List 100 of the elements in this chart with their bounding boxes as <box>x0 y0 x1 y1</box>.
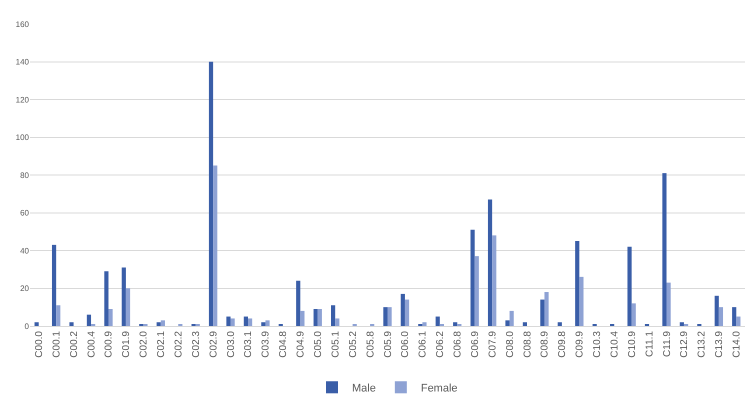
x-tick-label: C04.9 <box>296 330 307 358</box>
x-tick-label: C06.0 <box>400 330 412 358</box>
x-tick-label: C01.9 <box>121 330 132 358</box>
x-tick-label: C05.8 <box>365 330 376 358</box>
bar <box>680 322 684 326</box>
x-tick-label: C09.9 <box>574 330 586 358</box>
bar <box>404 300 410 326</box>
bar <box>540 300 544 326</box>
bar <box>632 303 636 326</box>
x-tick-label: C05.1 <box>330 330 342 358</box>
x-tick-label: C02.2 <box>173 330 184 358</box>
bar <box>718 307 724 326</box>
bar <box>732 307 736 326</box>
x-tick-label: C12.9 <box>679 330 690 358</box>
y-tick-label: 0 <box>24 322 30 331</box>
bar <box>436 316 440 326</box>
x-tick-label: C05.9 <box>382 330 394 358</box>
x-tick-label: C02.9 <box>208 330 220 358</box>
bar <box>156 322 161 326</box>
bar <box>575 241 580 326</box>
bar <box>86 314 92 326</box>
bar <box>56 305 60 326</box>
bar <box>666 282 671 326</box>
x-tick-label: C06.2 <box>435 330 446 358</box>
y-tick-label: 160 <box>16 20 30 29</box>
bar <box>296 280 300 326</box>
y-tick-label: 20 <box>20 284 30 294</box>
bar <box>318 309 322 326</box>
y-tick-label: 40 <box>20 246 30 256</box>
x-tick-label: C06.9 <box>470 330 481 358</box>
bar <box>126 288 130 326</box>
bar <box>122 267 126 326</box>
x-tick-label: C10.4 <box>609 330 620 358</box>
bar <box>474 256 479 326</box>
bar <box>230 318 235 326</box>
bar <box>422 322 427 326</box>
bar <box>488 200 492 326</box>
bar <box>470 230 475 326</box>
y-tick-label: 120 <box>16 95 30 104</box>
bar <box>314 309 318 326</box>
x-tick-label: C13.9 <box>714 330 726 358</box>
x-tick-label: C07.9 <box>487 330 498 358</box>
y-tick-label: 60 <box>20 208 30 218</box>
bar <box>331 305 336 326</box>
bar <box>335 318 340 326</box>
legend-label: Female <box>420 382 458 395</box>
bar <box>662 173 667 326</box>
bar <box>627 246 632 326</box>
y-tick-label: 100 <box>16 133 30 142</box>
y-tick-label: 140 <box>16 58 30 67</box>
x-tick-label: C05.0 <box>312 330 324 358</box>
bar <box>213 166 218 326</box>
x-tick-label: C11.9 <box>662 330 673 357</box>
bar <box>52 244 56 326</box>
bar <box>544 292 549 326</box>
bar <box>579 276 584 326</box>
bar <box>108 309 113 326</box>
x-tick-label: C04.8 <box>278 330 290 358</box>
x-tick-label: C11.1 <box>644 330 656 357</box>
y-tick-label: 80 <box>20 170 30 180</box>
x-tick-label: C10.9 <box>626 330 638 358</box>
bar <box>714 296 719 326</box>
x-tick-label: C10.3 <box>592 330 604 358</box>
x-tick-label: C14.0 <box>732 330 743 358</box>
x-tick-label: C08.8 <box>522 330 534 358</box>
bar <box>208 62 214 326</box>
x-tick-label: C06.1 <box>418 330 429 358</box>
bar <box>400 294 405 326</box>
bar <box>34 322 39 326</box>
x-tick-label: C13.2 <box>696 330 708 358</box>
x-tick-label: C03.1 <box>243 330 254 358</box>
x-tick-label: C00.0 <box>34 330 45 358</box>
x-tick-label: C03.0 <box>226 330 237 358</box>
x-tick-label: C02.0 <box>138 330 150 358</box>
bar <box>558 322 562 326</box>
bar <box>453 322 458 326</box>
legend-label: Male <box>352 382 376 395</box>
bar <box>510 310 514 326</box>
x-tick-label: C02.1 <box>156 330 168 358</box>
bar <box>261 322 266 326</box>
x-tick-label: C06.8 <box>452 330 464 358</box>
bar <box>244 316 248 326</box>
x-tick-label: C00.2 <box>68 330 80 358</box>
bar <box>300 310 304 326</box>
x-tick-label: C08.0 <box>504 330 516 358</box>
bar <box>522 322 528 326</box>
bar <box>248 318 252 326</box>
bar <box>383 307 388 326</box>
bar <box>265 320 270 326</box>
bar <box>736 316 740 326</box>
bar <box>160 320 165 326</box>
bar <box>69 322 74 326</box>
bar <box>388 307 392 326</box>
x-tick-label: C00.9 <box>104 330 115 358</box>
x-tick-label: C05.2 <box>348 330 359 358</box>
bar <box>104 271 108 326</box>
x-tick-label: C03.9 <box>260 330 272 358</box>
bar <box>492 235 496 326</box>
x-tick-label: C00.4 <box>86 330 98 358</box>
x-tick-label: C08.9 <box>540 330 551 358</box>
